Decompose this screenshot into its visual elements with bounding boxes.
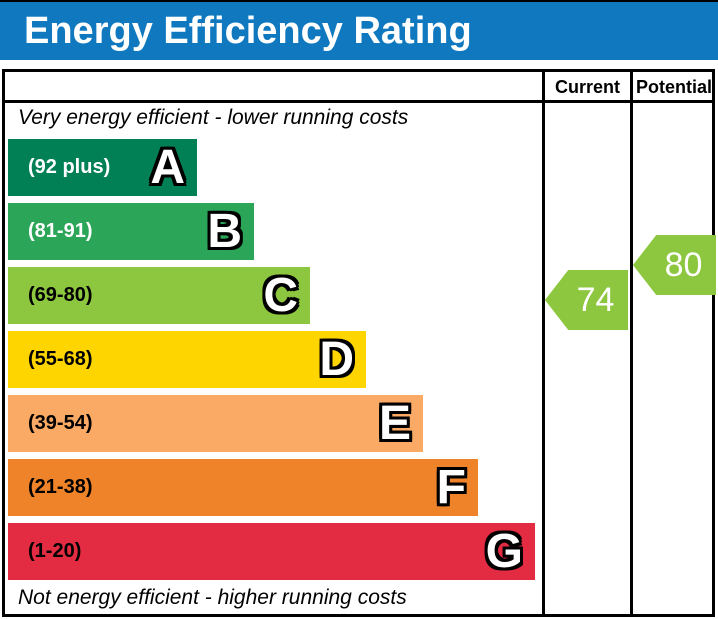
band-a-range-label: (92 plus) [28,156,111,178]
band-b-range-label: (81-91) [28,220,93,242]
very-efficient-note: Very energy efficient - lower running co… [18,106,409,129]
band-b-letter: B [207,205,242,258]
title-bar: Energy Efficiency Rating [0,2,718,60]
header-row-divider [2,100,715,103]
current-column-header: Current [554,77,620,97]
band-e: (39-54) E [8,395,423,452]
band-b: (81-91) B [8,203,254,260]
potential-column-divider [630,69,633,617]
potential-column-header: Potential [635,77,712,97]
band-g: (1-20) G [8,523,535,580]
band-e-range-label: (39-54) [28,412,93,434]
band-d-range-label: (55-68) [28,348,93,370]
band-g-range-label: (1-20) [28,540,82,562]
band-g-letter: G [485,525,523,578]
top-edge-line [0,0,718,2]
band-d-letter: D [319,333,354,386]
band-d: (55-68) D [8,331,366,388]
band-a: (92 plus) A [8,139,197,196]
page-title: Energy Efficiency Rating [24,9,472,52]
not-efficient-note: Not energy efficient - higher running co… [18,586,407,609]
current-rating-value: 74 [576,280,615,319]
band-a-letter: A [150,141,185,194]
potential-rating-value: 80 [664,245,703,284]
current-column-divider [542,69,545,617]
band-c: (69-80) C [8,267,310,324]
band-f: (21-38) F [8,459,478,516]
band-f-letter: F [436,461,466,514]
band-c-letter: C [263,269,298,322]
band-f-range-label: (21-38) [28,476,93,498]
band-e-letter: E [378,397,411,450]
band-c-range-label: (69-80) [28,284,93,306]
